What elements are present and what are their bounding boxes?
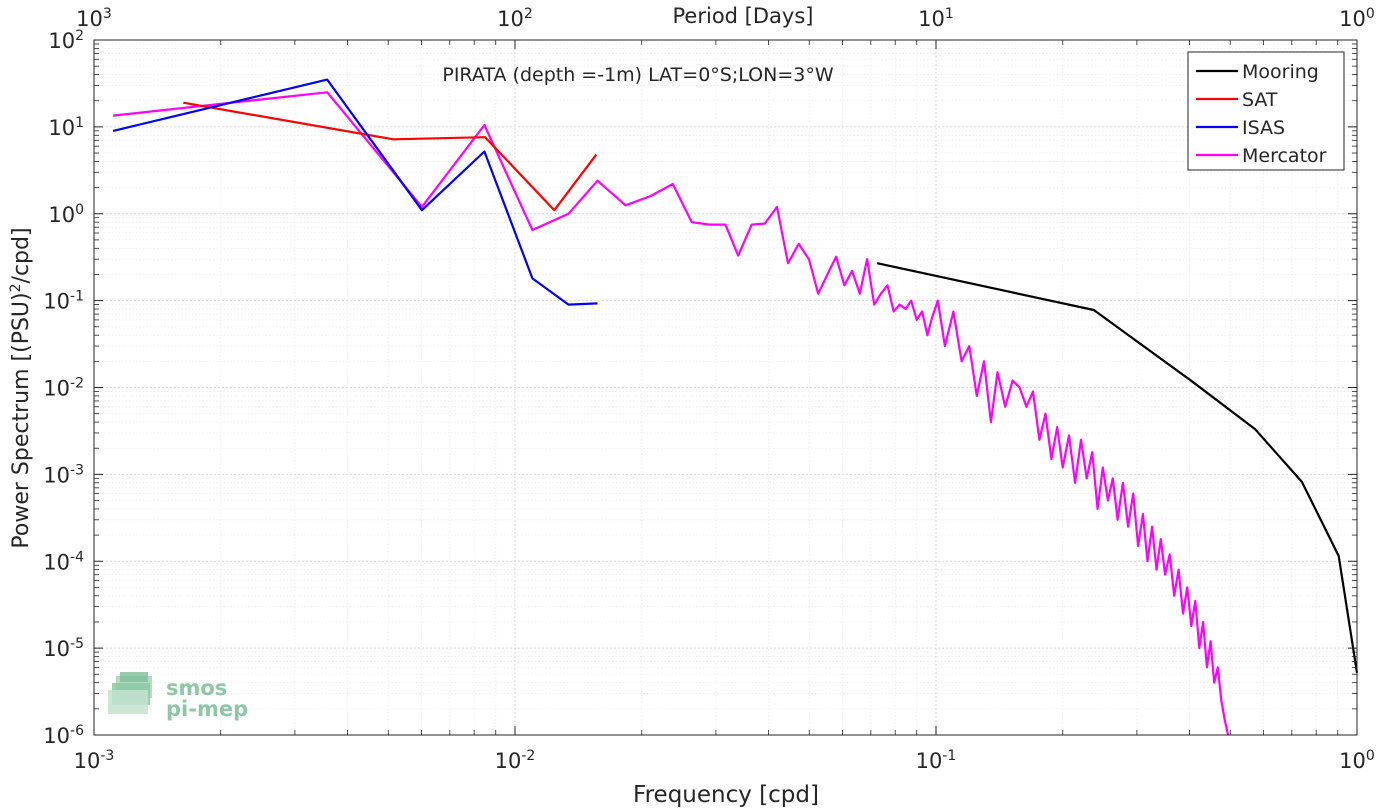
legend-label-mercator: Mercator — [1242, 145, 1327, 167]
series-layer — [112, 78, 1359, 736]
smos-pi-mep-logo: smos pi-mep — [108, 672, 248, 721]
top-tick-labels: 103 102 101 100 — [76, 6, 1375, 31]
y-tick-label: 10-1 — [43, 289, 84, 314]
top-axis-label: Period [Days] — [673, 4, 814, 28]
y-tick-label: 10-4 — [43, 549, 84, 574]
series-line-mercator — [112, 91, 1230, 736]
watermark-line1: smos — [166, 676, 227, 700]
y-tick-label: 10-3 — [43, 462, 84, 487]
y-tick-label: 101 — [48, 115, 84, 140]
top-tick-label: 102 — [497, 6, 533, 31]
y-axis-label-main: Power Spectrum [(PSU) — [9, 292, 34, 548]
legend-label-isas: ISAS — [1242, 117, 1285, 139]
y-tick-labels: 102 101 100 10-1 10-2 10-3 10-4 10-5 10-6 — [43, 28, 84, 748]
smos-logo-icon — [108, 672, 152, 714]
top-tick-label: 103 — [76, 6, 112, 31]
x-tick-label: 10-3 — [74, 748, 115, 773]
y-axis-label-end: /cpd] — [9, 227, 34, 283]
y-tick-label: 102 — [48, 28, 84, 53]
top-tick-label: 100 — [1339, 6, 1375, 31]
y-axis-label: Power Spectrum [(PSU)2/cpd] — [8, 227, 34, 548]
tick-marks — [93, 39, 1358, 736]
x-tick-label: 100 — [1339, 748, 1375, 773]
x-axis-label: Frequency [cpd] — [633, 782, 819, 808]
minor-grid — [94, 40, 1357, 735]
series-line-mooring — [876, 262, 1359, 673]
y-tick-label: 10-2 — [43, 376, 84, 401]
x-tick-labels: 10-3 10-2 10-1 100 — [74, 748, 1375, 773]
y-tick-label: 10-5 — [43, 636, 84, 661]
watermark-line2: pi-mep — [166, 697, 248, 721]
legend: Mooring SAT ISAS Mercator — [1187, 51, 1345, 171]
y-axis-label-superscript: 2 — [8, 283, 24, 292]
x-tick-label: 10-1 — [916, 748, 957, 773]
x-tick-label: 10-2 — [495, 748, 536, 773]
y-tick-label: 10-6 — [43, 723, 84, 748]
legend-label-mooring: Mooring — [1242, 61, 1319, 83]
series-line-isas — [112, 78, 598, 306]
top-tick-label: 101 — [918, 6, 954, 31]
series-line-sat — [183, 101, 598, 212]
y-tick-label: 100 — [48, 202, 84, 227]
chart-title: PIRATA (depth =-1m) LAT=0°S;LON=3°W — [442, 64, 833, 86]
legend-label-sat: SAT — [1242, 89, 1278, 111]
